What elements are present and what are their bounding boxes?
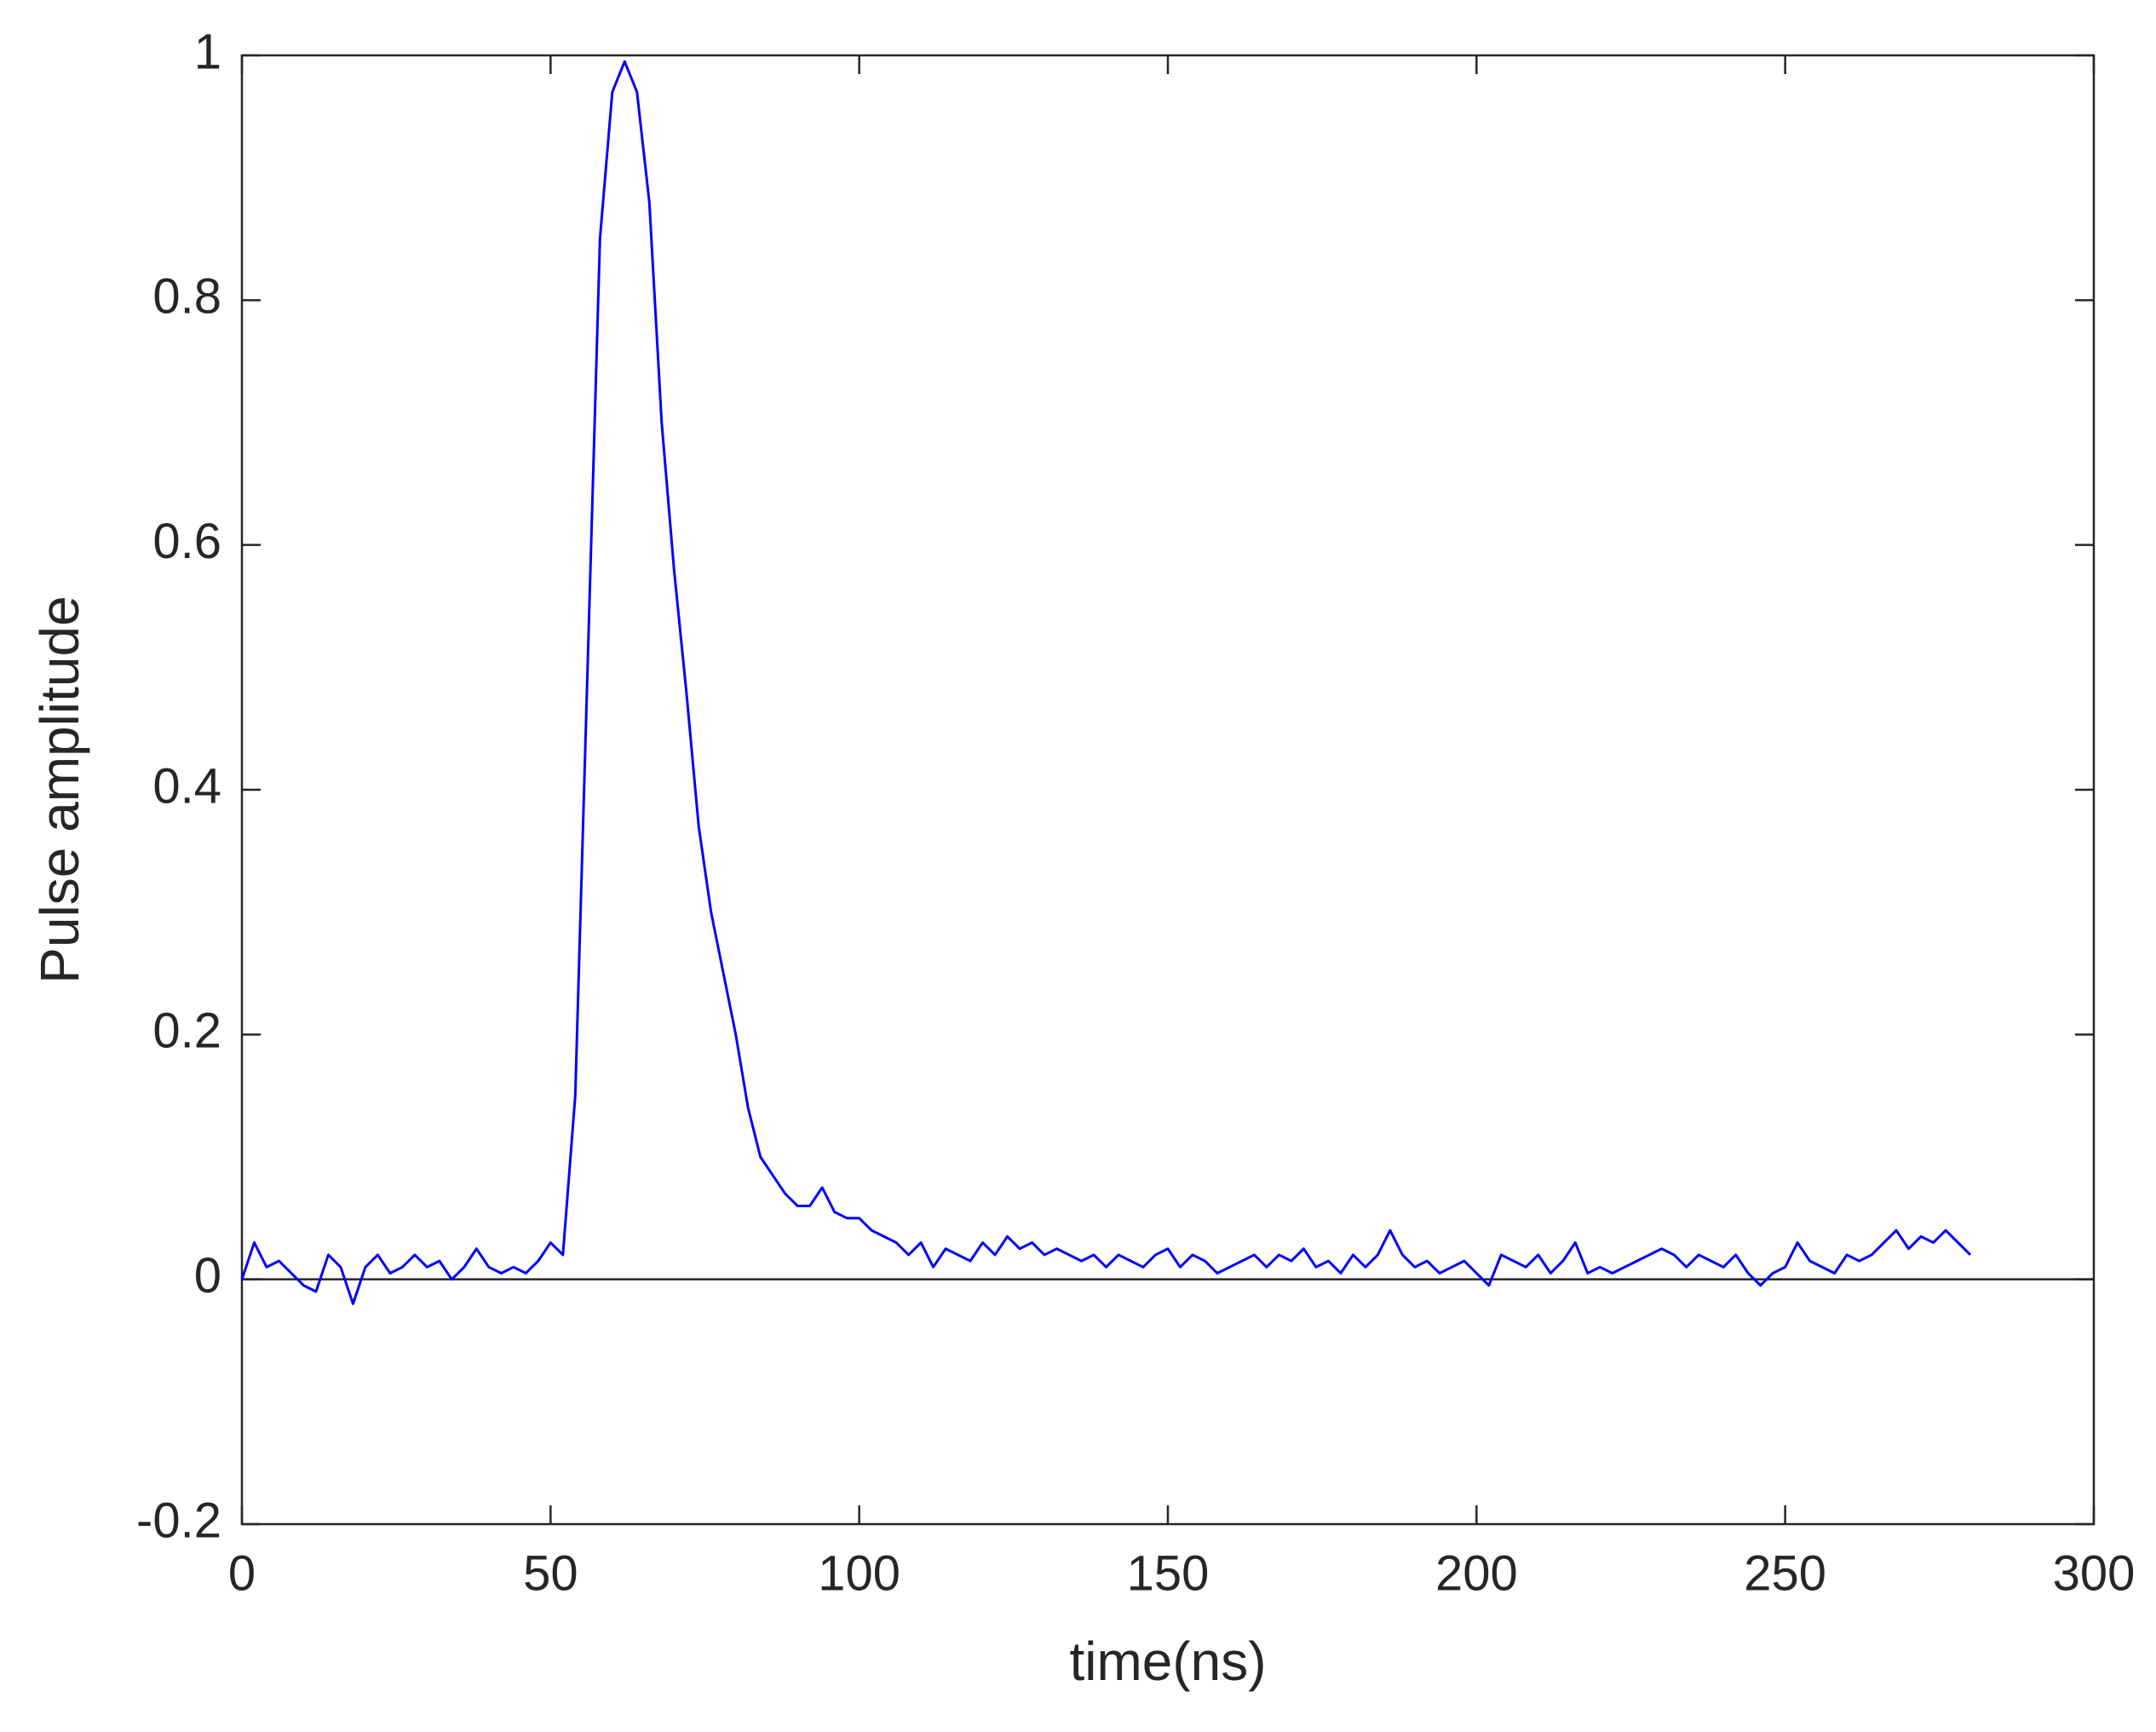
- x-tick-label: 300: [2053, 1545, 2136, 1601]
- x-tick-label: 250: [1744, 1545, 1826, 1601]
- y-tick-label: 0: [194, 1248, 221, 1303]
- y-tick-label: -0.2: [136, 1493, 221, 1548]
- x-axis-label: time(ns): [1069, 1631, 1266, 1692]
- y-tick-label: 1: [194, 24, 221, 79]
- y-tick-label: 0.4: [152, 758, 221, 814]
- x-tick-label: 50: [523, 1545, 578, 1601]
- x-tick-label: 200: [1435, 1545, 1518, 1601]
- x-tick-label: 150: [1127, 1545, 1210, 1601]
- y-tick-label: 0.6: [152, 514, 221, 569]
- x-tick-label: 100: [818, 1545, 900, 1601]
- x-tick-label: 0: [228, 1545, 256, 1601]
- y-tick-label: 0.8: [152, 269, 221, 325]
- y-tick-label: 0.2: [152, 1004, 221, 1059]
- y-axis-label: Pulse amplitude: [29, 596, 90, 983]
- data-line: [240, 60, 1972, 1305]
- plot-frame: [240, 54, 2096, 1526]
